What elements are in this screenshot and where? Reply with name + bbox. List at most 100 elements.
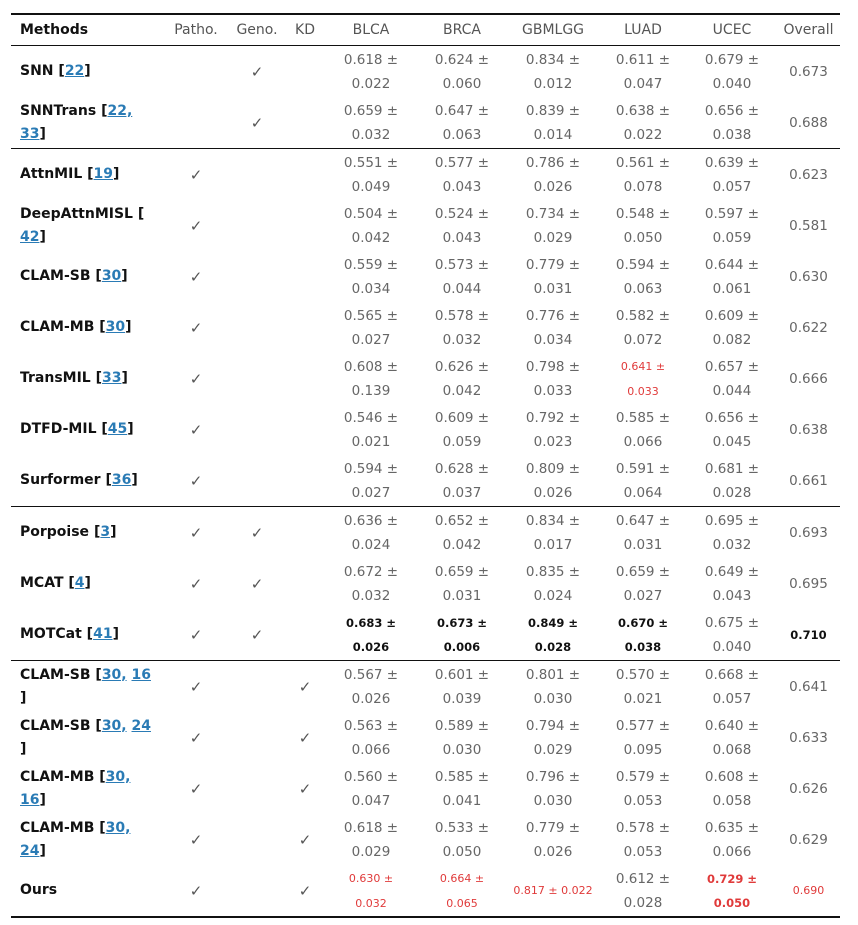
table-row: CLAM-SB [30, 16] ✓ ✓ 0.567 ±0.026 0.601 … xyxy=(11,661,840,713)
citation-link[interactable]: 30 xyxy=(105,319,126,335)
overall-cell: 0.581 xyxy=(789,217,828,234)
brca-cell: 0.652 ±0.042 xyxy=(434,512,490,553)
table-row: CLAM-SB [30, 24] ✓ ✓ 0.563 ±0.066 0.589 … xyxy=(11,712,840,763)
method-cell: DeepAttnMISL [42] xyxy=(20,205,145,245)
method-name: CLAM-SB xyxy=(20,717,91,734)
gbmlgg-cell: 0.839 ±0.014 xyxy=(507,97,599,149)
table-row: CLAM-MB [30] ✓ 0.565 ±0.027 0.578 ±0.032… xyxy=(11,302,840,353)
luad-cell: 0.611 ±0.047 xyxy=(615,51,671,92)
check-mark: ✓ xyxy=(189,216,203,235)
header-geno: Geno. xyxy=(229,13,285,46)
gbmlgg-cell: 0.776 ±0.034 xyxy=(525,307,581,348)
ucec-cell: 0.608 ±0.058 xyxy=(704,768,760,809)
gbmlgg-cell: 0.849 ±0.028 xyxy=(507,609,599,661)
citation-link[interactable]: 16 xyxy=(131,666,151,683)
citation-link[interactable]: 30 xyxy=(101,268,122,284)
citation-link[interactable]: 33 xyxy=(102,370,122,386)
overall-cell: 0.630 xyxy=(789,268,828,285)
brca-cell: 0.589 ±0.030 xyxy=(434,717,490,758)
citation-link[interactable]: 19 xyxy=(93,166,114,182)
overall-cell: 0.666 xyxy=(789,370,828,387)
citation-link[interactable]: 30, xyxy=(105,819,131,836)
citation-link[interactable]: 42 xyxy=(20,228,40,245)
check-mark: ✓ xyxy=(189,420,203,439)
check-mark: ✓ xyxy=(189,165,203,184)
overall-cell: 0.623 xyxy=(789,166,828,183)
overall-cell: 0.690 xyxy=(777,865,840,918)
method-name: CLAM-MB xyxy=(20,819,95,836)
table-row: Surformer [36] ✓ 0.594 ±0.027 0.628 ±0.0… xyxy=(11,455,840,507)
citation-link[interactable]: 33 xyxy=(20,125,40,142)
luad-cell: 0.670 ±0.038 xyxy=(599,609,687,661)
brca-cell: 0.533 ±0.050 xyxy=(434,819,490,860)
ucec-cell: 0.656 ±0.045 xyxy=(704,409,760,450)
luad-cell: 0.594 ±0.063 xyxy=(615,256,671,297)
method-cell: SNN [22] xyxy=(20,63,91,79)
blca-cell: 0.630 ±0.032 xyxy=(325,865,417,918)
check-mark: ✓ xyxy=(250,523,264,542)
citation-link[interactable]: 16 xyxy=(20,791,40,808)
check-mark: ✓ xyxy=(250,62,264,81)
overall-cell: 0.641 xyxy=(789,678,828,695)
method-name: TransMIL xyxy=(20,370,91,386)
blca-cell: 0.563 ±0.066 xyxy=(343,717,399,758)
blca-cell: 0.659 ±0.032 xyxy=(325,97,417,149)
citation-link[interactable]: 36 xyxy=(111,472,132,488)
brca-cell: 0.577 ±0.043 xyxy=(434,154,490,195)
citation-link[interactable]: 41 xyxy=(93,626,113,642)
citation-link[interactable]: 3 xyxy=(100,524,111,540)
gbmlgg-cell: 0.786 ±0.026 xyxy=(525,154,581,195)
luad-cell: 0.612 ±0.028 xyxy=(599,865,687,918)
brca-cell: 0.585 ±0.041 xyxy=(434,768,490,809)
citation-link[interactable]: 24 xyxy=(131,717,151,734)
citation-link[interactable]: 4 xyxy=(74,575,85,591)
blca-cell: 0.559 ±0.034 xyxy=(343,256,399,297)
ucec-cell: 0.668 ±0.057 xyxy=(704,666,760,707)
check-mark: ✓ xyxy=(298,779,312,798)
ucec-cell: 0.635 ±0.066 xyxy=(704,819,760,860)
brca-cell: 0.673 ±0.006 xyxy=(417,609,507,661)
blca-cell: 0.618 ±0.022 xyxy=(343,51,399,92)
method-cell: DTFD-MIL [45] xyxy=(20,421,134,437)
blca-cell: 0.504 ±0.042 xyxy=(343,205,399,246)
method-name: CLAM-SB xyxy=(20,268,91,284)
citation-link[interactable]: 22 xyxy=(64,63,85,79)
luad-cell: 0.647 ±0.031 xyxy=(615,512,671,553)
method-cell: TransMIL [33] xyxy=(20,370,128,386)
citation-link[interactable]: 24 xyxy=(20,842,40,859)
results-table: Methods Patho. Geno. KD BLCA BRCA GBMLGG… xyxy=(11,13,840,918)
overall-cell: 0.688 xyxy=(777,97,840,149)
blca-cell: 0.560 ±0.047 xyxy=(343,768,399,809)
ucec-cell: 0.597 ±0.059 xyxy=(704,205,760,246)
table-row: Ours ✓ ✓ 0.630 ±0.032 0.664 ±0.065 0.817… xyxy=(11,865,840,918)
overall-cell: 0.626 xyxy=(789,780,828,797)
header-methods: Methods xyxy=(11,13,163,46)
blca-cell: 0.546 ±0.021 xyxy=(343,409,399,450)
luad-cell: 0.641 ±0.033 xyxy=(620,359,666,398)
overall-cell: 0.638 xyxy=(789,421,828,438)
method-name: DeepAttnMISL [ xyxy=(20,205,145,222)
citation-link[interactable]: 22, xyxy=(107,102,133,119)
check-mark: ✓ xyxy=(163,455,229,507)
brca-cell: 0.578 ±0.032 xyxy=(434,307,490,348)
citation-link[interactable]: 30, xyxy=(105,768,131,785)
citation-link[interactable]: 30, xyxy=(101,717,127,734)
gbmlgg-cell: 0.801 ±0.030 xyxy=(525,666,581,707)
luad-cell: 0.578 ±0.053 xyxy=(615,819,671,860)
gbmlgg-cell: 0.798 ±0.033 xyxy=(525,358,581,399)
method-name: SNNTrans xyxy=(20,102,97,119)
table-row: MOTCat [41] ✓ ✓ 0.683 ±0.026 0.673 ±0.00… xyxy=(11,609,840,661)
ucec-cell: 0.681 ±0.028 xyxy=(687,455,777,507)
method-cell: CLAM-MB [30] xyxy=(20,319,132,335)
citation-link[interactable]: 45 xyxy=(107,421,128,437)
gbmlgg-cell: 0.792 ±0.023 xyxy=(525,409,581,450)
method-name: CLAM-MB xyxy=(20,319,95,335)
citation-link[interactable]: 30, xyxy=(101,666,127,683)
ucec-cell: 0.639 ±0.057 xyxy=(704,154,760,195)
brca-cell: 0.573 ±0.044 xyxy=(434,256,490,297)
ucec-cell: 0.675 ±0.040 xyxy=(687,609,777,661)
blca-cell: 0.618 ±0.029 xyxy=(343,819,399,860)
check-mark: ✓ xyxy=(163,609,229,661)
brca-cell: 0.659 ±0.031 xyxy=(434,563,490,604)
ucec-cell: 0.649 ±0.043 xyxy=(704,563,760,604)
